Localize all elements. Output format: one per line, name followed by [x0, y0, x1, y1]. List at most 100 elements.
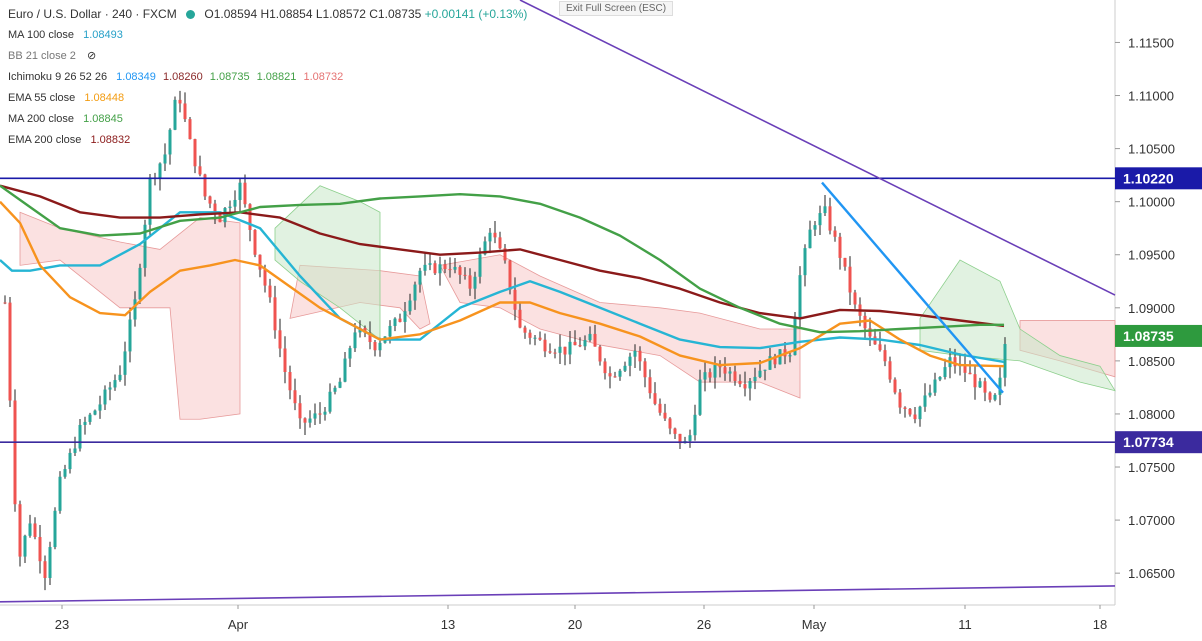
- candle-bullish: [233, 199, 237, 207]
- candle-bullish: [93, 410, 97, 415]
- candle-bearish: [243, 182, 247, 205]
- candle-bearish: [733, 371, 737, 381]
- legend-ichimoku[interactable]: Ichimoku 9 26 52 26 1.08349 1.08260 1.08…: [8, 67, 527, 88]
- legend-bb21[interactable]: BB 21 close 2 ⊘: [8, 46, 527, 67]
- candle-bullish: [343, 358, 347, 382]
- candle-bullish: [943, 367, 947, 378]
- candle-bullish: [23, 535, 27, 557]
- candle-bearish: [33, 523, 37, 538]
- candle-bullish: [328, 391, 332, 412]
- price-label-box: [1115, 167, 1202, 190]
- candle-bullish: [998, 377, 1002, 395]
- candle-bearish: [263, 269, 267, 286]
- candle-bullish: [308, 418, 312, 423]
- candle-bearish: [678, 433, 682, 444]
- candle-bullish: [68, 452, 72, 470]
- candle-bullish: [428, 263, 432, 265]
- eye-hidden-icon[interactable]: ⊘: [86, 50, 97, 62]
- candle-bearish: [468, 275, 472, 289]
- candle-bullish: [348, 348, 352, 359]
- y-tick-label: 1.10500: [1128, 142, 1175, 157]
- candle-bearish: [278, 330, 282, 349]
- x-tick-label: 11: [958, 617, 972, 632]
- candle-bearish: [613, 376, 617, 378]
- candle-bullish: [558, 346, 562, 353]
- legend-ema55-value: 1.08448: [84, 92, 125, 104]
- candle-bullish: [688, 435, 692, 441]
- candle-bullish: [413, 284, 417, 301]
- candle-bearish: [503, 248, 507, 261]
- candle-bearish: [843, 257, 847, 267]
- candle-bullish: [388, 325, 392, 337]
- candle-bullish: [108, 387, 112, 390]
- candle-bullish: [78, 424, 82, 449]
- candle-bullish: [238, 182, 242, 200]
- candle-bullish: [993, 394, 997, 400]
- candle-bullish: [728, 371, 732, 374]
- legend-ichimoku-v5: 1.08732: [303, 71, 344, 83]
- candle-bullish: [1003, 343, 1007, 378]
- candle-bullish: [418, 270, 422, 285]
- candle-bullish: [488, 232, 492, 242]
- candle-bullish: [158, 163, 162, 178]
- candle-bearish: [868, 328, 872, 337]
- candle-bullish: [408, 300, 412, 312]
- candle-bearish: [368, 332, 372, 343]
- candle-bearish: [838, 236, 842, 258]
- legend-ichimoku-v3: 1.08735: [209, 71, 250, 83]
- candle-bullish: [758, 370, 762, 377]
- candle-bearish: [318, 413, 322, 415]
- candle-bullish: [128, 319, 132, 352]
- candle-bearish: [723, 367, 727, 374]
- candle-bullish: [98, 404, 102, 411]
- candle-bullish: [123, 351, 127, 375]
- candle-bullish: [438, 264, 442, 274]
- candle-bearish: [538, 337, 542, 340]
- candle-bullish: [533, 337, 537, 339]
- candle-bullish: [473, 276, 477, 289]
- candle-bearish: [663, 412, 667, 419]
- candle-bearish: [523, 327, 527, 333]
- legend-ema55[interactable]: EMA 55 close 1.08448: [8, 88, 527, 109]
- x-tick-label: 20: [568, 617, 582, 632]
- candle-bearish: [193, 139, 197, 167]
- candle-bearish: [448, 269, 452, 271]
- candle-bullish: [933, 379, 937, 393]
- indicator-line-ma-100-close: [0, 211, 1005, 364]
- candle-bearish: [908, 408, 912, 415]
- candle-bullish: [403, 311, 407, 322]
- candle-bearish: [668, 418, 672, 429]
- legend-ma100-value: 1.08493: [83, 29, 123, 41]
- candle-bearish: [8, 302, 12, 401]
- candle-bullish: [793, 318, 797, 356]
- candle-bearish: [513, 289, 517, 310]
- legend-ema200[interactable]: EMA 200 close 1.08832: [8, 130, 527, 151]
- candle-bearish: [578, 345, 582, 347]
- candle-bullish: [118, 374, 122, 381]
- candle-bullish: [323, 411, 327, 415]
- candle-bearish: [773, 356, 777, 365]
- y-tick-label: 1.10000: [1128, 195, 1175, 210]
- candle-bullish: [928, 392, 932, 396]
- candle-bearish: [38, 537, 42, 562]
- legend-ma200-name: MA 200 close: [8, 113, 75, 125]
- candle-bearish: [258, 254, 262, 270]
- candle-bearish: [188, 119, 192, 140]
- y-tick-label: 1.08500: [1128, 354, 1175, 369]
- candle-bullish: [148, 177, 152, 225]
- legend-ma100[interactable]: MA 100 close 1.08493: [8, 25, 527, 46]
- legend-ema200-value: 1.08832: [90, 134, 131, 146]
- exit-fullscreen-button[interactable]: Exit Full Screen (ESC): [559, 1, 674, 16]
- candle-bullish: [58, 476, 62, 511]
- legend-symbol-row: Euro / U.S. Dollar · 240 · FXCM O1.08594…: [8, 4, 527, 25]
- candle-bearish: [598, 346, 602, 362]
- indicator-line-ema-55-close: [0, 200, 1005, 368]
- candle-bearish: [983, 381, 987, 393]
- uptrend-line: [0, 585, 1116, 603]
- chart-legend: Euro / U.S. Dollar · 240 · FXCM O1.08594…: [8, 4, 527, 151]
- candle-bearish: [913, 414, 917, 420]
- candle-bearish: [903, 407, 907, 409]
- ohlc-high: H1.08854: [260, 7, 313, 21]
- legend-ma200[interactable]: MA 200 close 1.08845: [8, 109, 527, 130]
